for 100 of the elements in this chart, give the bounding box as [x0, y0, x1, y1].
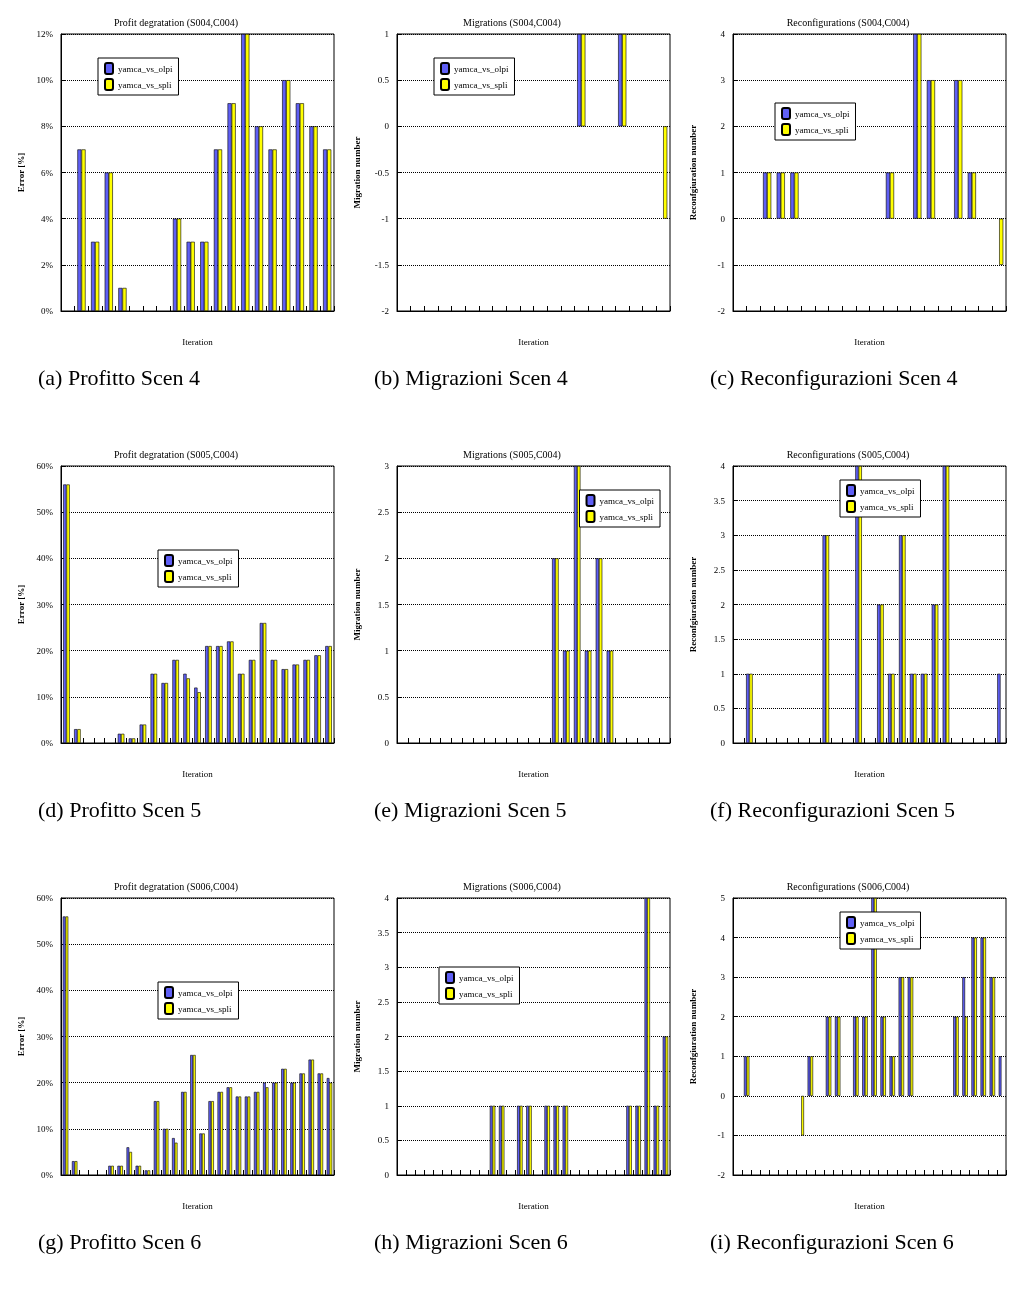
- y-tick-label: 40%: [36, 553, 54, 564]
- y-tick-label: 1: [384, 1100, 389, 1111]
- y-tick-label: -2: [381, 306, 389, 316]
- y-axis-title: Migration number: [351, 1000, 362, 1073]
- y-tick-label: 2.5: [377, 507, 390, 518]
- y-tick-label: 0.5: [713, 703, 726, 714]
- y-tick-label: 4: [720, 932, 726, 943]
- y-tick-label: -2: [717, 1170, 725, 1180]
- y-tick-label: 2: [720, 599, 725, 610]
- y-tick-label: 1: [720, 1051, 725, 1062]
- x-axis-title: Iteration: [854, 1200, 886, 1211]
- y-tick-label: 20%: [36, 1077, 54, 1088]
- legend-label: yamca_vs_spli: [178, 571, 232, 582]
- legend-label: yamca_vs_spli: [795, 124, 849, 135]
- y-tick-label: 4: [720, 29, 726, 39]
- y-tick-label: 1: [720, 167, 725, 178]
- text: (i) Reconfigurazioni Scen 6: [709, 1228, 955, 1256]
- y-tick-label: 0: [720, 1090, 726, 1101]
- y-tick-label: 1: [384, 29, 389, 39]
- text: (f) Reconfigurazioni Scen 5: [709, 796, 956, 824]
- y-tick-label: 20%: [36, 645, 54, 656]
- x-axis-title: Iteration: [182, 768, 214, 779]
- chart-title: Profit degratation (S004,C004): [113, 16, 239, 29]
- legend-label: yamca_vs_olpi: [118, 63, 173, 74]
- x-axis-title: Iteration: [854, 336, 886, 347]
- y-tick-label: -1: [717, 259, 725, 270]
- legend-label: yamca_vs_spli: [178, 1003, 232, 1014]
- text: (g) Profitto Scen 6: [37, 1228, 203, 1256]
- y-axis-title: Error [%]: [15, 1016, 26, 1057]
- y-tick-label: 0: [384, 121, 390, 132]
- y-tick-label: 2%: [41, 259, 54, 270]
- chart-title: Reconfigurations (S006,C004): [786, 880, 910, 893]
- x-axis-title: Iteration: [518, 336, 550, 347]
- y-tick-label: 0.5: [377, 1135, 390, 1146]
- y-tick-label: 10%: [36, 1123, 54, 1134]
- legend-label: yamca_vs_spli: [454, 79, 508, 90]
- x-axis-title: Iteration: [518, 1200, 550, 1211]
- legend-label: yamca_vs_spli: [860, 933, 914, 944]
- y-axis-title: Reconfgiuration number: [687, 556, 698, 653]
- x-axis-title: Iteration: [518, 768, 550, 779]
- text: (c) Reconfigurazioni Scen 4: [709, 364, 959, 392]
- y-tick-label: 0.5: [377, 75, 390, 86]
- chart-title: Reconfigurations (S004,C004): [786, 16, 910, 29]
- y-tick-label: 1.5: [377, 1066, 390, 1077]
- legend-label: yamca_vs_olpi: [599, 495, 655, 506]
- y-tick-label: 40%: [36, 985, 54, 996]
- legend-label: yamca_vs_olpi: [860, 485, 915, 496]
- y-tick-label: 1.5: [377, 599, 390, 610]
- y-tick-label: 3: [384, 962, 390, 973]
- y-tick-label: 2: [384, 553, 389, 564]
- legend-label: yamca_vs_olpi: [454, 63, 509, 74]
- y-tick-label: 2.5: [713, 564, 726, 575]
- legend-label: yamca_vs_spli: [459, 988, 513, 999]
- x-axis-title: Iteration: [182, 1200, 214, 1211]
- y-tick-label: 60%: [36, 893, 54, 903]
- y-tick-label: 2: [720, 121, 725, 132]
- y-tick-label: 4: [384, 893, 390, 903]
- y-tick-label: 8%: [41, 121, 54, 132]
- y-tick-label: 10%: [36, 75, 54, 86]
- y-tick-label: -1: [717, 1130, 725, 1141]
- y-tick-label: 4: [720, 461, 726, 471]
- y-tick-label: 4%: [41, 213, 54, 224]
- x-axis-title: Iteration: [182, 336, 214, 347]
- chart-title: Migrations (S004,C004): [463, 16, 561, 29]
- y-axis-title: Migration number: [351, 568, 362, 641]
- y-tick-label: 5: [720, 893, 726, 903]
- y-tick-label: 1: [384, 645, 389, 656]
- chart-title: Migrations (S005,C004): [463, 448, 561, 461]
- y-tick-label: 10%: [36, 691, 54, 702]
- y-tick-label: 0: [720, 738, 726, 748]
- y-tick-label: 3: [720, 530, 726, 541]
- legend-label: yamca_vs_olpi: [178, 987, 233, 998]
- y-tick-label: 0%: [41, 1170, 54, 1180]
- y-tick-label: 0: [720, 213, 726, 224]
- legend-label: yamca_vs_olpi: [178, 555, 233, 566]
- text: (b) Migrazioni Scen 4: [373, 364, 569, 392]
- y-tick-label: 3.5: [377, 927, 390, 938]
- y-tick-label: 3: [384, 461, 390, 471]
- legend-label: yamca_vs_spli: [118, 79, 172, 90]
- y-axis-title: Error [%]: [15, 152, 26, 193]
- y-tick-label: 0.5: [377, 691, 390, 702]
- y-tick-label: 0: [384, 738, 390, 748]
- y-tick-label: 3: [720, 75, 726, 86]
- y-tick-label: 50%: [36, 507, 54, 518]
- y-tick-label: 0%: [41, 306, 54, 316]
- chart-title: Profit degratation (S006,C004): [113, 880, 239, 893]
- chart-title: Profit degratation (S005,C004): [113, 448, 239, 461]
- y-tick-label: 30%: [36, 599, 54, 610]
- text: (e) Migrazioni Scen 5: [373, 796, 568, 824]
- chart-title: Migrations (S006,C004): [463, 880, 561, 893]
- y-tick-label: -0.5: [374, 167, 390, 178]
- legend-label: yamca_vs_spli: [860, 501, 914, 512]
- y-tick-label: 2: [720, 1011, 725, 1022]
- y-tick-label: 2.5: [377, 996, 390, 1007]
- chart-title: Reconfigurations (S005,C004): [786, 448, 910, 461]
- y-tick-label: 3: [720, 972, 726, 983]
- text: (a) Profitto Scen 4: [37, 364, 201, 392]
- y-tick-label: 50%: [36, 939, 54, 950]
- legend-label: yamca_vs_spli: [599, 511, 654, 522]
- y-axis-title: Migration number: [351, 136, 362, 209]
